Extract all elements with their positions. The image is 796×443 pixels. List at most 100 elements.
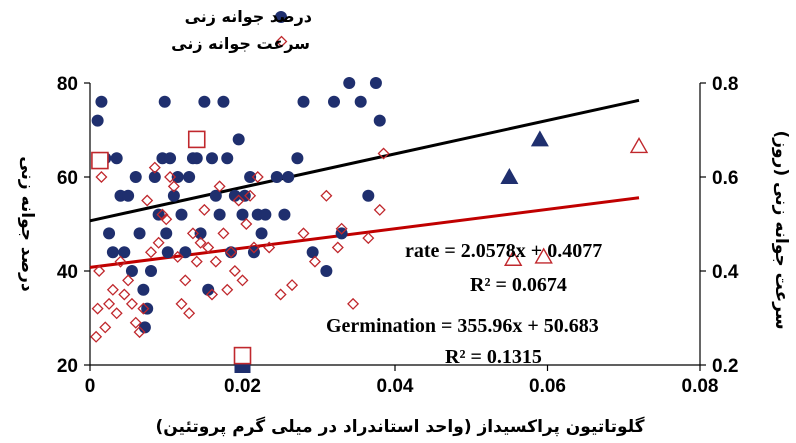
data-point-series-1 bbox=[244, 189, 257, 202]
data-point-series-0 bbox=[145, 265, 157, 277]
data-point-series-1 bbox=[205, 288, 219, 301]
annotations: rate = 2.0578x + 0.4077 R² = 0.0674 Germ… bbox=[326, 240, 602, 368]
data-point-series-1 bbox=[263, 241, 276, 254]
data-point-series-1 bbox=[148, 161, 161, 174]
data-point-series-0 bbox=[133, 227, 146, 240]
data-point-series-1 bbox=[221, 283, 234, 296]
germination-equation: Germination = 355.96x + 50.683 bbox=[326, 315, 599, 337]
data-point-series-1 bbox=[118, 288, 131, 301]
data-point-series-1 bbox=[99, 321, 112, 334]
data-point-series-5 bbox=[187, 130, 206, 149]
x-tick-label: 0.04 bbox=[377, 376, 414, 397]
x-tick-label: 0.02 bbox=[224, 376, 261, 397]
data-point-series-0 bbox=[175, 208, 188, 221]
data-point-series-0 bbox=[91, 114, 104, 127]
data-point-series-3 bbox=[534, 247, 553, 264]
y-tick-label: 80 bbox=[57, 74, 78, 95]
data-point-series-0 bbox=[183, 171, 196, 183]
data-points bbox=[90, 77, 649, 373]
data-point-series-1 bbox=[141, 194, 154, 207]
legend-label-germination-percent: درصد جوانه زنی bbox=[185, 7, 312, 26]
data-point-series-0 bbox=[129, 171, 142, 183]
data-point-series-1 bbox=[347, 297, 360, 310]
legend-marker-germination-percent bbox=[275, 11, 287, 23]
data-point-series-1 bbox=[90, 330, 103, 343]
data-point-series-1 bbox=[213, 180, 226, 193]
y-axis-title-left: درصد جوانه زنی bbox=[17, 156, 37, 292]
data-point-series-0 bbox=[270, 171, 283, 183]
data-point-series-1 bbox=[232, 194, 245, 207]
data-point-series-0 bbox=[291, 152, 304, 165]
data-point-series-1 bbox=[209, 255, 222, 268]
data-point-series-0 bbox=[206, 152, 218, 165]
data-point-series-0 bbox=[106, 246, 119, 259]
trendline-germination bbox=[89, 98, 640, 223]
data-point-series-0 bbox=[221, 152, 234, 165]
data-point-series-0 bbox=[202, 283, 215, 296]
data-point-series-1 bbox=[194, 236, 207, 249]
data-point-series-0 bbox=[194, 227, 207, 240]
data-point-series-0 bbox=[167, 189, 180, 202]
data-point-series-1 bbox=[198, 203, 211, 216]
data-point-series-0 bbox=[343, 77, 356, 89]
y2-tick-label: 0.8 bbox=[712, 74, 738, 95]
data-point-series-0 bbox=[228, 189, 241, 202]
data-point-series-1 bbox=[247, 241, 260, 254]
data-point-series-0 bbox=[137, 283, 150, 296]
data-point-series-1 bbox=[240, 217, 253, 231]
data-point-series-0 bbox=[164, 152, 177, 165]
data-point-series-1 bbox=[152, 236, 165, 249]
data-point-series-1 bbox=[110, 307, 123, 320]
data-point-series-1 bbox=[362, 232, 375, 245]
data-point-series-0 bbox=[217, 95, 230, 108]
data-point-series-0 bbox=[244, 171, 257, 183]
data-point-series-1 bbox=[167, 180, 180, 193]
x-tick-label: 0 bbox=[85, 376, 96, 397]
data-point-series-0 bbox=[160, 227, 173, 240]
data-point-series-0 bbox=[306, 246, 319, 259]
data-point-series-0 bbox=[138, 321, 151, 334]
data-point-series-0 bbox=[161, 246, 174, 259]
data-point-series-1 bbox=[93, 264, 106, 278]
data-point-series-0 bbox=[179, 246, 192, 259]
data-point-series-1 bbox=[251, 170, 264, 184]
data-point-series-0 bbox=[297, 95, 310, 108]
data-point-series-2 bbox=[500, 168, 519, 184]
data-point-series-0 bbox=[190, 152, 203, 165]
data-point-series-1 bbox=[133, 326, 146, 339]
data-point-series-1 bbox=[274, 288, 287, 301]
data-point-series-1 bbox=[164, 170, 177, 184]
data-point-series-1 bbox=[331, 241, 344, 254]
data-point-series-3 bbox=[503, 249, 523, 266]
data-point-series-1 bbox=[228, 264, 241, 278]
data-point-series-5 bbox=[91, 151, 109, 170]
data-point-series-0 bbox=[158, 95, 171, 108]
data-point-series-1 bbox=[144, 246, 158, 259]
data-point-series-0 bbox=[328, 95, 340, 108]
data-point-series-0 bbox=[373, 114, 386, 127]
data-point-series-1 bbox=[286, 279, 299, 292]
data-point-series-0 bbox=[209, 189, 222, 202]
data-point-series-0 bbox=[103, 227, 116, 240]
data-point-series-0 bbox=[148, 171, 161, 183]
data-point-series-0 bbox=[125, 265, 138, 277]
data-point-series-0 bbox=[255, 227, 268, 240]
y-axis-title-right: سرعت جوانه زنی (روز) bbox=[771, 130, 791, 329]
data-point-series-1 bbox=[122, 274, 135, 287]
data-point-series-1 bbox=[125, 297, 138, 310]
data-point-series-1 bbox=[114, 255, 127, 268]
y-tick-label: 40 bbox=[57, 262, 78, 283]
data-point-series-1 bbox=[377, 147, 390, 160]
y-tick-label: 20 bbox=[57, 356, 78, 377]
data-point-series-1 bbox=[335, 222, 348, 235]
data-point-series-0 bbox=[171, 171, 184, 183]
data-point-series-0 bbox=[213, 208, 226, 221]
ticks: 0 0.02 0.04 0.06 0.08 20 40 60 80 0.2 0.4 0.6 0.8 bbox=[57, 74, 739, 397]
data-point-series-1 bbox=[171, 250, 184, 263]
y2-tick-label: 0.2 bbox=[712, 356, 738, 377]
data-point-series-1 bbox=[225, 246, 238, 259]
data-point-series-0 bbox=[354, 95, 367, 108]
data-point-series-0 bbox=[198, 95, 211, 108]
data-point-series-0 bbox=[141, 302, 154, 315]
data-point-series-1 bbox=[373, 203, 386, 216]
